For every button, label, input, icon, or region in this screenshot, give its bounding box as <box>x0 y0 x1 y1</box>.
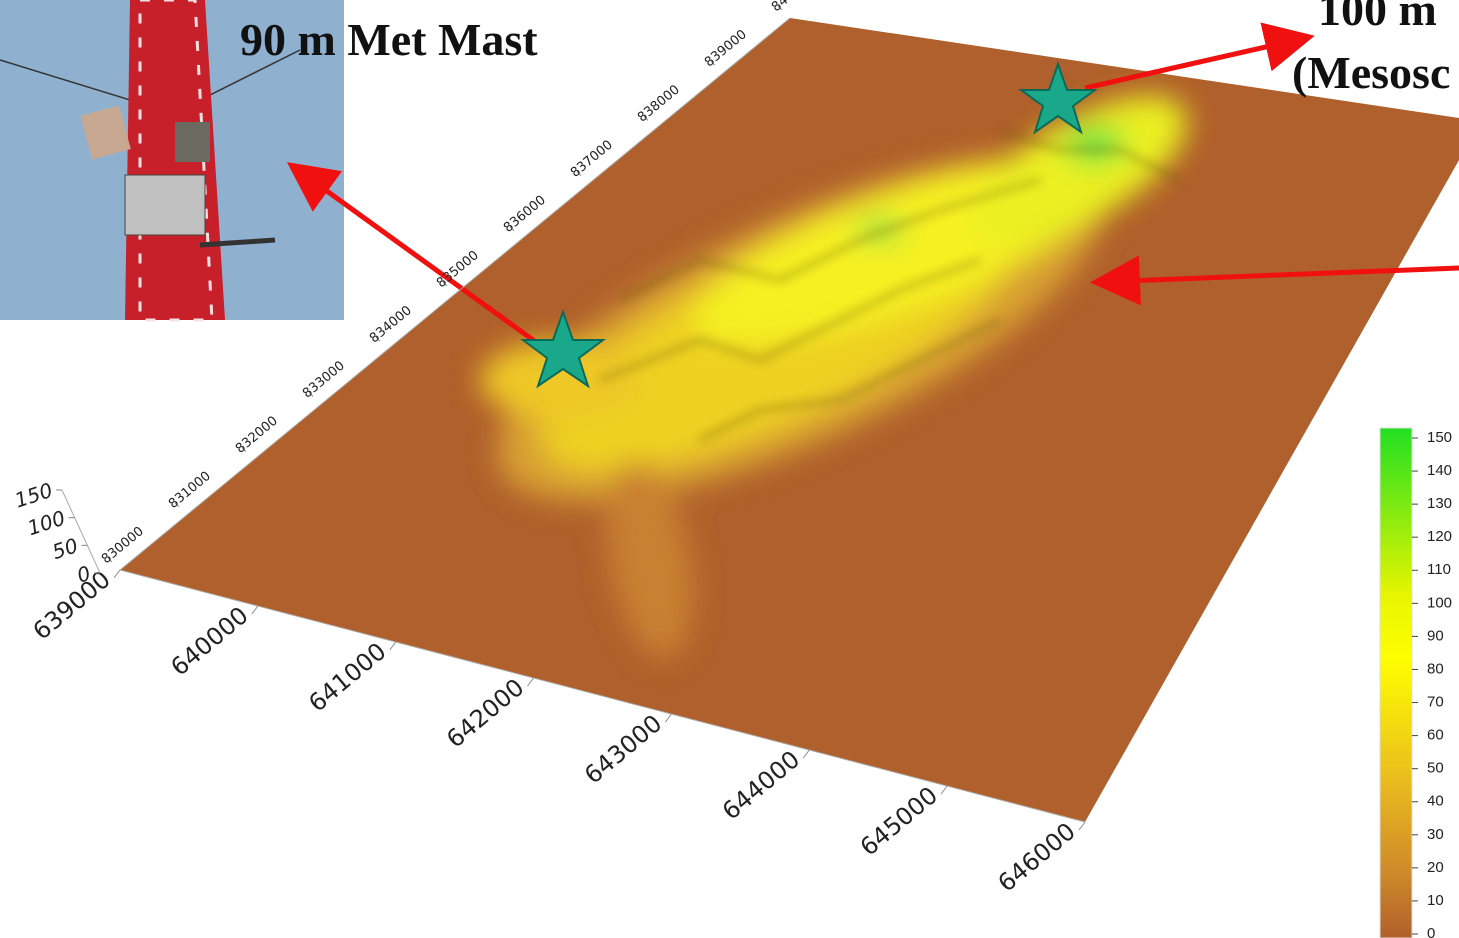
colorbar-tick-label: 140 <box>1427 462 1452 479</box>
z-tick-label: 150 <box>12 478 56 513</box>
x-tick-label: 639000 <box>28 565 116 645</box>
x-tick-label: 641000 <box>303 637 391 717</box>
colorbar-tick-label: 100 <box>1427 594 1452 611</box>
colorbar-tick-label: 70 <box>1427 694 1444 711</box>
colorbar-tick-label: 90 <box>1427 627 1444 644</box>
x-tick <box>528 678 534 686</box>
x-tick <box>665 714 671 722</box>
colorbar-tick-label: 110 <box>1427 561 1451 578</box>
colorbar-tick-label: 0 <box>1427 925 1435 938</box>
x-tick-label: 645000 <box>855 781 943 861</box>
colorbar-tick-label: 30 <box>1427 826 1444 843</box>
x-tick <box>114 570 120 578</box>
x-tick <box>390 642 396 650</box>
colorbar-tick-label: 150 <box>1427 429 1452 446</box>
site-label: (Mesosc <box>1292 47 1450 98</box>
x-tick <box>803 750 809 758</box>
x-tick-label: 640000 <box>166 601 254 681</box>
colorbar <box>1380 428 1412 938</box>
z-axis-line <box>62 490 100 573</box>
x-tick-label: 644000 <box>717 745 805 825</box>
y-tick-label: 840000 <box>769 0 817 15</box>
colorbar-tick-label: 40 <box>1427 793 1444 810</box>
page: {"labels":{"mast":"90 m Met Mast","site_… <box>0 0 1459 938</box>
x-tick <box>941 786 947 794</box>
colorbar-tick-label: 80 <box>1427 660 1444 677</box>
colorbar-tick-label: 20 <box>1427 859 1444 876</box>
colorbar-tick-label: 50 <box>1427 760 1444 777</box>
x-tick-label: 643000 <box>579 709 667 789</box>
mast-label: 90 m Met Mast <box>240 14 538 65</box>
x-tick <box>1079 822 1085 830</box>
z-tick-label: 100 <box>24 506 68 541</box>
x-tick-label: 642000 <box>441 673 529 753</box>
site-label: 100 m <box>1318 0 1437 35</box>
figure: 90 m Met Mast 100 m (Mesosc 639000 640000… <box>0 0 1459 938</box>
colorbar-tick-label: 10 <box>1427 892 1444 909</box>
colorbar-tick-label: 120 <box>1427 528 1452 545</box>
colorbar-tick-label: 60 <box>1427 727 1444 744</box>
x-tick <box>252 606 258 614</box>
x-tick-label: 646000 <box>993 817 1081 897</box>
z-tick-label: 50 <box>49 533 81 564</box>
colorbar-tick-label: 130 <box>1427 495 1452 512</box>
